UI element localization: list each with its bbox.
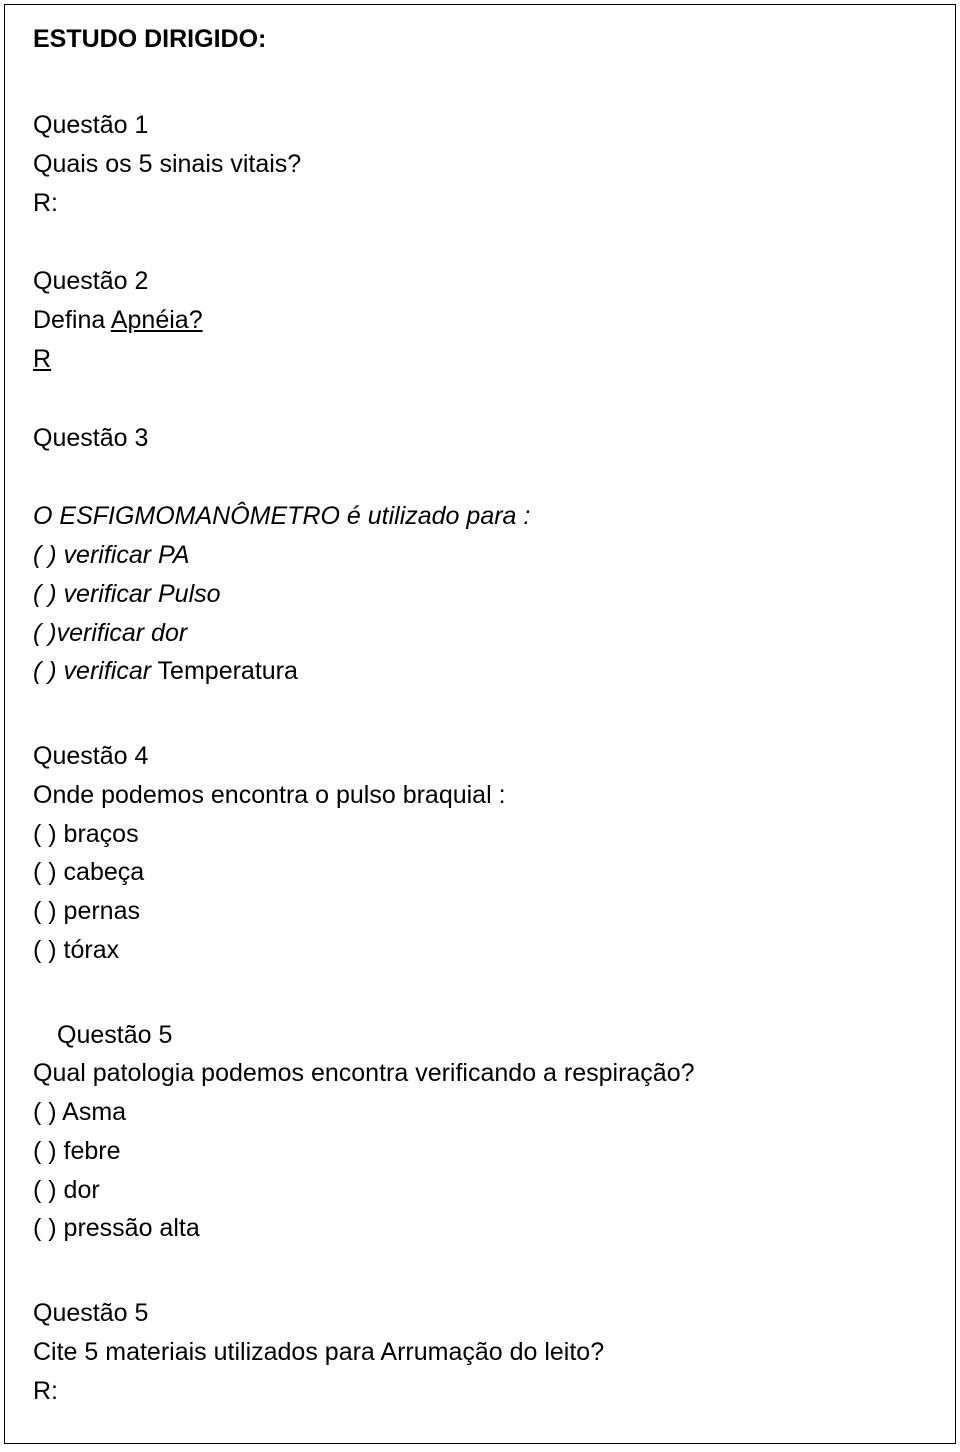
q3-option-4-plain: Temperatura (151, 657, 298, 685)
q2-heading: Questão 2 (33, 262, 927, 301)
q2-prompt-underlined: Apnéia? (111, 306, 203, 334)
q3-option-4: ( ) verificar Temperatura (33, 652, 927, 691)
q5a-option-2: ( ) febre (33, 1132, 927, 1171)
q1-heading: Questão 1 (33, 106, 927, 145)
q3-option-4-italic: ( ) verificar (33, 657, 151, 685)
q5a-prompt: Qual patologia podemos encontra verifica… (33, 1054, 927, 1093)
q3-heading: Questão 3 (33, 419, 927, 458)
document-page: ESTUDO DIRIGIDO: Questão 1 Quais os 5 si… (4, 4, 956, 1444)
q4-heading: Questão 4 (33, 737, 927, 776)
q5b-answer-label: R: (33, 1372, 927, 1411)
q2-answer-label: R (33, 340, 927, 379)
q4-prompt: Onde podemos encontra o pulso braquial : (33, 776, 927, 815)
q3-prompt: O ESFIGMOMANÔMETRO é utilizado para : (33, 497, 927, 536)
q1-answer-label: R: (33, 184, 927, 223)
q4-option-1: ( ) braços (33, 815, 927, 854)
q1-prompt: Quais os 5 sinais vitais? (33, 145, 927, 184)
q5a-option-1: ( ) Asma (33, 1093, 927, 1132)
q4-option-3: ( ) pernas (33, 892, 927, 931)
q5a-option-4: ( ) pressão alta (33, 1209, 927, 1248)
q2-prompt-prefix: Defina (33, 306, 111, 334)
q5b-prompt: Cite 5 materiais utilizados para Arrumaç… (33, 1333, 927, 1372)
q3-option-3: ( )verificar dor (33, 614, 927, 653)
q5a-heading: Questão 5 (33, 1016, 927, 1055)
q5a-option-3: ( ) dor (33, 1171, 927, 1210)
q4-option-4: ( ) tórax (33, 931, 927, 970)
q5b-heading: Questão 5 (33, 1294, 927, 1333)
q3-option-2: ( ) verificar Pulso (33, 575, 927, 614)
q3-option-1: ( ) verificar PA (33, 536, 927, 575)
page-title: ESTUDO DIRIGIDO: (33, 25, 927, 54)
q2-prompt: Defina Apnéia? (33, 301, 927, 340)
q4-option-2: ( ) cabeça (33, 853, 927, 892)
